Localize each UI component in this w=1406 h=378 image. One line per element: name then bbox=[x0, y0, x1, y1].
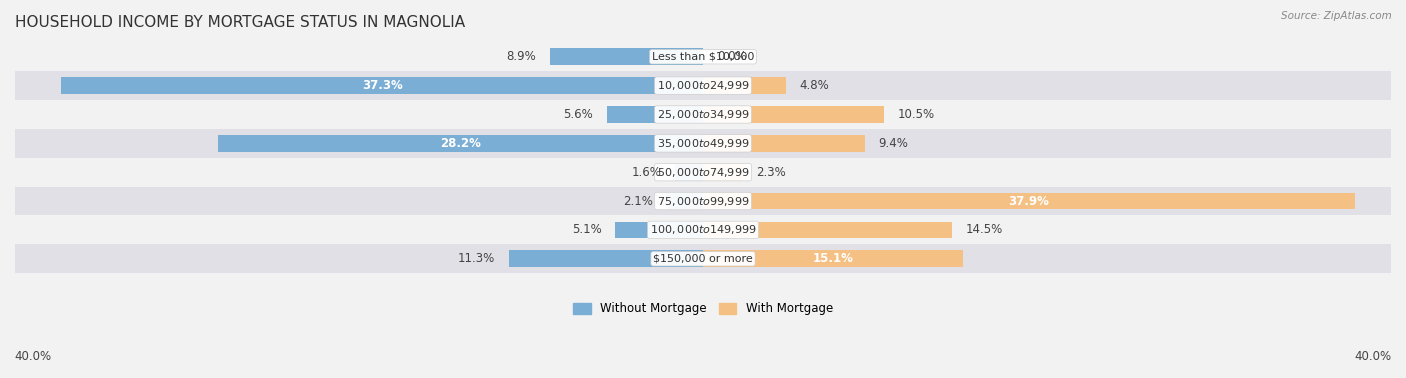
Text: 14.5%: 14.5% bbox=[966, 223, 1004, 236]
Text: Less than $10,000: Less than $10,000 bbox=[652, 52, 754, 62]
Text: 28.2%: 28.2% bbox=[440, 137, 481, 150]
Text: 9.4%: 9.4% bbox=[879, 137, 908, 150]
Bar bbox=[218, 135, 703, 152]
Bar bbox=[666, 193, 703, 209]
Text: 37.9%: 37.9% bbox=[1008, 195, 1049, 208]
Bar bbox=[15, 100, 1391, 129]
Bar bbox=[15, 129, 1391, 158]
Text: 5.6%: 5.6% bbox=[564, 108, 593, 121]
Text: 4.8%: 4.8% bbox=[800, 79, 830, 92]
Bar bbox=[703, 222, 952, 238]
Text: $35,000 to $49,999: $35,000 to $49,999 bbox=[657, 137, 749, 150]
Bar bbox=[15, 187, 1391, 215]
Bar bbox=[703, 106, 883, 123]
Text: 5.1%: 5.1% bbox=[572, 223, 602, 236]
Bar bbox=[15, 215, 1391, 244]
Bar bbox=[550, 48, 703, 65]
Bar bbox=[15, 244, 1391, 273]
Bar bbox=[509, 250, 703, 267]
Text: 0.0%: 0.0% bbox=[717, 50, 747, 63]
Bar bbox=[15, 158, 1391, 187]
Text: 2.3%: 2.3% bbox=[756, 166, 786, 179]
Bar bbox=[703, 250, 963, 267]
Text: HOUSEHOLD INCOME BY MORTGAGE STATUS IN MAGNOLIA: HOUSEHOLD INCOME BY MORTGAGE STATUS IN M… bbox=[15, 15, 465, 30]
Bar bbox=[606, 106, 703, 123]
Text: $25,000 to $34,999: $25,000 to $34,999 bbox=[657, 108, 749, 121]
Text: 1.6%: 1.6% bbox=[631, 166, 662, 179]
Text: 37.3%: 37.3% bbox=[361, 79, 402, 92]
Bar bbox=[703, 164, 742, 181]
Text: 8.9%: 8.9% bbox=[506, 50, 536, 63]
Bar bbox=[15, 42, 1391, 71]
Text: $150,000 or more: $150,000 or more bbox=[654, 254, 752, 264]
Text: 40.0%: 40.0% bbox=[14, 350, 51, 363]
Text: $100,000 to $149,999: $100,000 to $149,999 bbox=[650, 223, 756, 236]
Bar bbox=[675, 164, 703, 181]
Bar bbox=[703, 135, 865, 152]
Bar bbox=[703, 193, 1355, 209]
Bar bbox=[703, 77, 786, 94]
Text: Source: ZipAtlas.com: Source: ZipAtlas.com bbox=[1281, 11, 1392, 21]
Text: 11.3%: 11.3% bbox=[457, 252, 495, 265]
Text: 10.5%: 10.5% bbox=[897, 108, 935, 121]
Text: $75,000 to $99,999: $75,000 to $99,999 bbox=[657, 195, 749, 208]
Text: $10,000 to $24,999: $10,000 to $24,999 bbox=[657, 79, 749, 92]
Text: 2.1%: 2.1% bbox=[623, 195, 654, 208]
Bar bbox=[616, 222, 703, 238]
Text: $50,000 to $74,999: $50,000 to $74,999 bbox=[657, 166, 749, 179]
Bar bbox=[62, 77, 703, 94]
Legend: Without Mortgage, With Mortgage: Without Mortgage, With Mortgage bbox=[568, 298, 838, 320]
Text: 15.1%: 15.1% bbox=[813, 252, 853, 265]
Text: 40.0%: 40.0% bbox=[1355, 350, 1392, 363]
Bar bbox=[15, 71, 1391, 100]
